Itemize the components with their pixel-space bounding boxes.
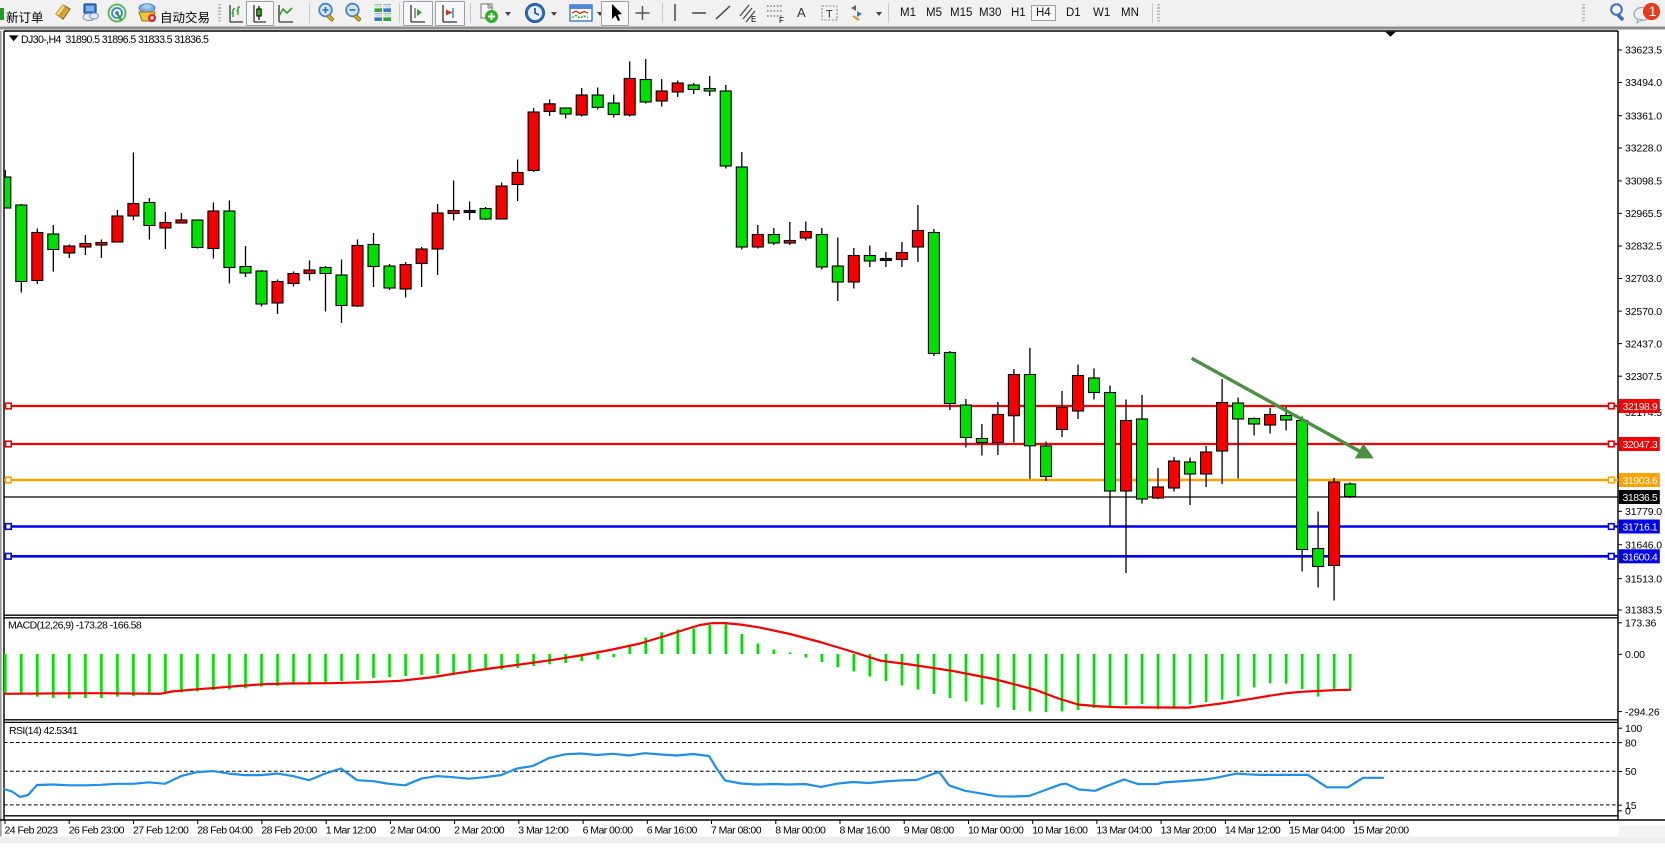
svg-text:100: 100 xyxy=(1625,723,1642,735)
svg-text:31646.0: 31646.0 xyxy=(1625,539,1662,551)
svg-text:32047.3: 32047.3 xyxy=(1623,439,1658,451)
svg-text:10 Mar 00:00: 10 Mar 00:00 xyxy=(968,825,1024,837)
svg-text:6 Mar 00:00: 6 Mar 00:00 xyxy=(583,825,634,837)
svg-text:32703.0: 32703.0 xyxy=(1625,273,1662,285)
svg-text:6 Mar 16:00: 6 Mar 16:00 xyxy=(647,825,698,837)
svg-text:31383.5: 31383.5 xyxy=(1625,605,1662,617)
svg-text:9 Mar 08:00: 9 Mar 08:00 xyxy=(904,825,955,837)
svg-text:33361.0: 33361.0 xyxy=(1625,110,1662,122)
svg-text:32437.0: 32437.0 xyxy=(1625,338,1662,350)
svg-text:DJ30-,H4 31890.5 31896.5 3183: DJ30-,H4 31890.5 31896.5 31833.5 31836.5 xyxy=(21,34,209,46)
svg-text:13 Mar 04:00: 13 Mar 04:00 xyxy=(1096,825,1152,837)
svg-text:7 Mar 08:00: 7 Mar 08:00 xyxy=(711,825,762,837)
svg-text:33623.5: 33623.5 xyxy=(1625,45,1662,57)
svg-text:MACD(12,26,9) -173.28 -166.58: MACD(12,26,9) -173.28 -166.58 xyxy=(8,620,142,632)
svg-text:RSI(14) 42.5341: RSI(14) 42.5341 xyxy=(9,725,78,737)
svg-text:32198.9: 32198.9 xyxy=(1623,401,1658,413)
svg-text:1: 1 xyxy=(1649,4,1657,19)
svg-text:31903.6: 31903.6 xyxy=(1623,475,1658,487)
svg-text:15 Mar 20:00: 15 Mar 20:00 xyxy=(1353,825,1409,837)
svg-text:31513.0: 31513.0 xyxy=(1625,573,1662,585)
svg-text:0: 0 xyxy=(1625,806,1631,818)
svg-text:28 Feb 04:00: 28 Feb 04:00 xyxy=(197,825,253,837)
svg-text:173.36: 173.36 xyxy=(1625,618,1657,630)
svg-text:10 Mar 16:00: 10 Mar 16:00 xyxy=(1032,825,1088,837)
svg-text:15 Mar 04:00: 15 Mar 04:00 xyxy=(1289,825,1345,837)
svg-text:14 Mar 12:00: 14 Mar 12:00 xyxy=(1225,825,1281,837)
svg-text:8 Mar 16:00: 8 Mar 16:00 xyxy=(840,825,891,837)
svg-text:33494.0: 33494.0 xyxy=(1625,77,1662,89)
svg-text:31600.4: 31600.4 xyxy=(1623,551,1658,563)
svg-text:33228.0: 33228.0 xyxy=(1625,143,1662,155)
svg-text:80: 80 xyxy=(1625,737,1637,749)
svg-text:32307.5: 32307.5 xyxy=(1625,371,1662,383)
svg-text:2 Mar 04:00: 2 Mar 04:00 xyxy=(390,825,441,837)
svg-text:2 Mar 20:00: 2 Mar 20:00 xyxy=(454,825,505,837)
svg-text:13 Mar 20:00: 13 Mar 20:00 xyxy=(1161,825,1217,837)
svg-text:50: 50 xyxy=(1625,766,1637,778)
svg-text:31779.0: 31779.0 xyxy=(1625,506,1662,518)
svg-text:31716.1: 31716.1 xyxy=(1623,522,1658,534)
svg-text:26 Feb 23:00: 26 Feb 23:00 xyxy=(69,825,125,837)
svg-text:-294.26: -294.26 xyxy=(1625,706,1660,718)
svg-text:32832.5: 32832.5 xyxy=(1625,241,1662,253)
svg-text:32965.5: 32965.5 xyxy=(1625,208,1662,220)
svg-text:T: T xyxy=(826,9,833,21)
svg-text:24 Feb 2023: 24 Feb 2023 xyxy=(5,825,59,837)
svg-text:32570.0: 32570.0 xyxy=(1625,306,1662,318)
svg-text:F: F xyxy=(779,16,784,25)
svg-text:8 Mar 00:00: 8 Mar 00:00 xyxy=(775,825,826,837)
svg-text:28 Feb 20:00: 28 Feb 20:00 xyxy=(261,825,317,837)
svg-text:33098.5: 33098.5 xyxy=(1625,176,1662,188)
svg-text:3 Mar 12:00: 3 Mar 12:00 xyxy=(518,825,569,837)
svg-text:0.00: 0.00 xyxy=(1625,649,1645,661)
svg-text:15: 15 xyxy=(1625,800,1637,812)
svg-text:31836.5: 31836.5 xyxy=(1623,492,1658,504)
svg-text:27 Feb 12:00: 27 Feb 12:00 xyxy=(133,825,189,837)
svg-text:E: E xyxy=(751,15,756,24)
svg-text:1 Mar 12:00: 1 Mar 12:00 xyxy=(326,825,377,837)
